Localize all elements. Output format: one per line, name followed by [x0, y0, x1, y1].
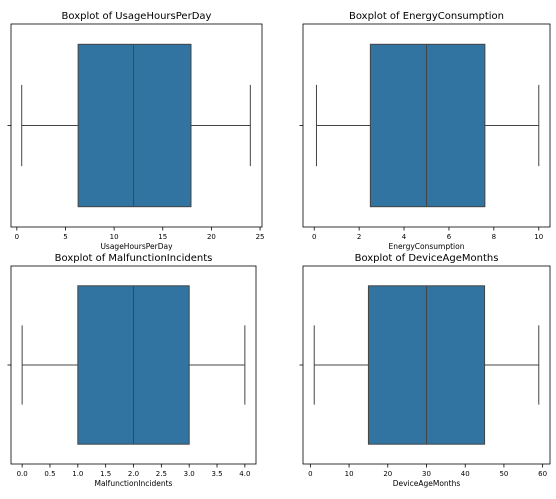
x-tick-label: 30 — [422, 470, 431, 478]
x-tick-label: 4.0 — [239, 470, 250, 478]
x-tick-label: 0.0 — [17, 470, 28, 478]
x-tick-label: 15 — [158, 233, 167, 241]
x-tick-label: 60 — [538, 470, 547, 478]
x-tick-label: 6 — [447, 233, 452, 241]
x-axis-label: EnergyConsumption — [389, 242, 465, 251]
x-tick-label: 1.5 — [100, 470, 111, 478]
x-tick-label: 20 — [207, 233, 216, 241]
x-tick-label: 2.0 — [128, 470, 139, 478]
x-tick-label: 10 — [534, 233, 543, 241]
chart-title: Boxplot of UsageHoursPerDay — [62, 11, 212, 22]
x-tick-label: 20 — [383, 470, 392, 478]
chart-title: Boxplot of MalfunctionIncidents — [55, 253, 213, 264]
x-tick-label: 2 — [357, 233, 361, 241]
x-axis-label: MalfunctionIncidents — [95, 479, 173, 488]
iqr-box — [77, 43, 192, 208]
x-tick-label: 25 — [256, 233, 265, 241]
x-tick-label: 3.5 — [211, 470, 222, 478]
x-tick-label: 2.5 — [156, 470, 167, 478]
x-tick-label: 4 — [402, 233, 407, 241]
x-tick-label: 1.0 — [72, 470, 83, 478]
x-tick-label: 0 — [15, 233, 19, 241]
x-tick-label: 3.0 — [184, 470, 195, 478]
x-tick-label: 5 — [63, 233, 67, 241]
x-tick-label: 8 — [492, 233, 496, 241]
x-tick-label: 0 — [308, 470, 312, 478]
chart-title: Boxplot of EnergyConsumption — [349, 11, 504, 22]
x-tick-label: 40 — [461, 470, 470, 478]
x-tick-label: 10 — [110, 233, 119, 241]
chart-title: Boxplot of DeviceAgeMonths — [355, 253, 499, 264]
x-axis-label: UsageHoursPerDay — [100, 242, 173, 251]
x-tick-label: 50 — [499, 470, 508, 478]
iqr-box — [369, 43, 486, 208]
x-axis-label: DeviceAgeMonths — [393, 479, 461, 488]
x-tick-label: 0 — [312, 233, 316, 241]
x-tick-label: 10 — [345, 470, 354, 478]
x-tick-label: 0.5 — [44, 470, 55, 478]
